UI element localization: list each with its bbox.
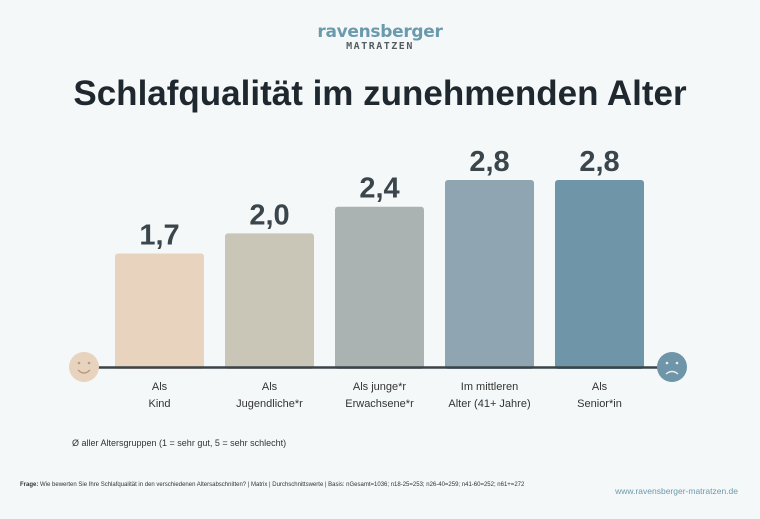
value-label: 1,7	[139, 219, 179, 251]
footnote-text: Wie bewerten Sie Ihre Schlafqualität in …	[40, 482, 525, 488]
happy-face-mouth	[77, 369, 91, 374]
legend-note: Ø aller Altersgruppen (1 = sehr gut, 5 =…	[72, 438, 287, 448]
bar	[225, 233, 314, 369]
footnote-label: Frage:	[20, 482, 39, 488]
category-label: Erwachsene*r	[345, 398, 414, 410]
footnote: Frage: Wie bewerten Sie Ihre Schlafquali…	[20, 480, 540, 490]
category-label: Jugendliche*r	[236, 398, 303, 410]
category-label: Als	[592, 381, 608, 393]
happy-face-eye	[77, 361, 81, 365]
bar	[555, 180, 644, 369]
value-label: 2,8	[579, 146, 619, 178]
category-label: Alter (41+ Jahre)	[448, 398, 530, 410]
value-label: 2,4	[359, 173, 399, 205]
category-label: Als	[152, 381, 168, 393]
category-label: Als	[262, 381, 278, 393]
bar	[335, 206, 424, 369]
worried-face-icon	[657, 352, 687, 382]
happy-face-icon	[69, 352, 99, 382]
chart-title: Schlafqualität im zunehmenden Alter	[73, 74, 687, 113]
category-label: Im mittleren	[461, 381, 518, 393]
value-label: 2,8	[469, 146, 509, 178]
logo-wordmark: ravensberger	[317, 22, 443, 42]
website-url: www.ravensberger-matratzen.de	[615, 486, 738, 496]
logo-subline: MATRATZEN	[346, 41, 414, 52]
happy-face-eye	[87, 361, 91, 365]
bar	[115, 253, 204, 369]
category-label: Kind	[148, 398, 170, 410]
worried-face-eye	[665, 361, 669, 365]
bar	[445, 180, 534, 369]
category-label: Als junge*r	[353, 381, 407, 393]
worried-face-mouth	[665, 370, 679, 375]
value-label: 2,0	[249, 199, 289, 231]
worried-face-eye	[675, 361, 679, 365]
category-label: Senior*in	[577, 398, 622, 410]
